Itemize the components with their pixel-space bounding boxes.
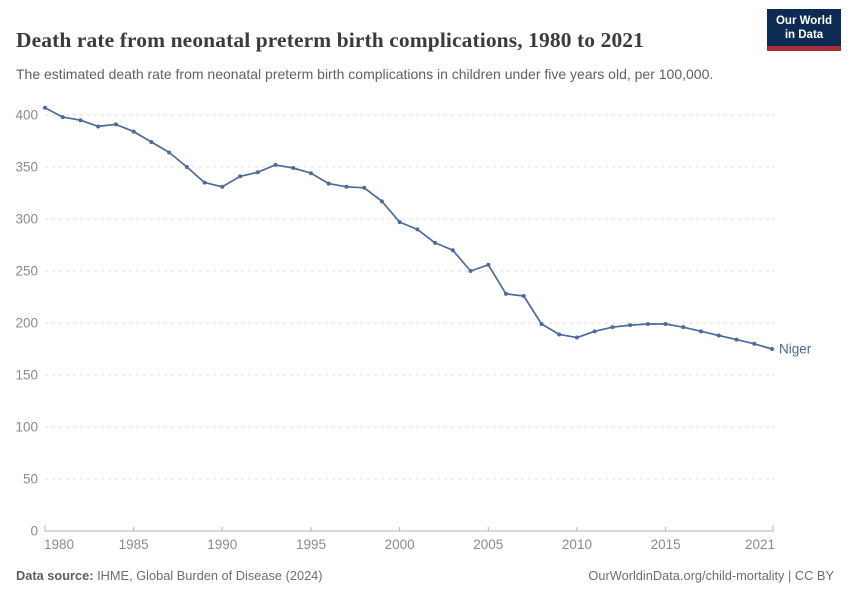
data-point[interactable] xyxy=(557,332,562,337)
data-point[interactable] xyxy=(362,185,367,190)
data-point[interactable] xyxy=(220,184,225,189)
data-point[interactable] xyxy=(96,124,101,129)
owid-logo[interactable]: Our World in Data xyxy=(767,9,841,51)
data-point[interactable] xyxy=(149,140,154,145)
data-point[interactable] xyxy=(113,122,118,127)
data-source-label: Data source: xyxy=(16,568,94,583)
owid-logo-line1: Our World xyxy=(775,15,832,27)
y-tick-label: 100 xyxy=(15,420,38,435)
data-point[interactable] xyxy=(308,171,313,176)
data-point[interactable] xyxy=(433,240,438,245)
data-point[interactable] xyxy=(610,325,615,330)
data-point[interactable] xyxy=(504,291,509,296)
data-point[interactable] xyxy=(450,248,455,253)
data-point[interactable] xyxy=(167,150,172,155)
chart-subtitle: The estimated death rate from neonatal p… xyxy=(16,66,714,82)
data-line-niger[interactable] xyxy=(44,106,773,350)
data-point[interactable] xyxy=(574,335,579,340)
y-tick-label: 50 xyxy=(23,472,38,487)
x-tick-label: 1995 xyxy=(296,537,326,552)
data-point[interactable] xyxy=(628,323,633,328)
data-point[interactable] xyxy=(770,347,774,351)
x-tick-label: 2005 xyxy=(473,537,503,552)
data-point[interactable] xyxy=(238,174,243,179)
data-point[interactable] xyxy=(752,341,757,346)
data-point[interactable] xyxy=(273,162,278,167)
data-point[interactable] xyxy=(486,262,491,267)
page-title: Death rate from neonatal preterm birth c… xyxy=(16,28,645,53)
data-point[interactable] xyxy=(131,129,136,134)
data-point[interactable] xyxy=(379,199,384,204)
data-point[interactable] xyxy=(291,166,296,171)
data-point[interactable] xyxy=(663,322,668,327)
data-point[interactable] xyxy=(681,325,686,330)
credit-link[interactable]: OurWorldinData.org/child-mortality | CC … xyxy=(588,568,834,583)
data-point[interactable] xyxy=(521,293,526,298)
data-point[interactable] xyxy=(255,170,260,175)
y-tick-label: 300 xyxy=(15,212,38,227)
data-point[interactable] xyxy=(734,337,739,342)
x-tick-label: 1980 xyxy=(44,537,74,552)
data-point[interactable] xyxy=(699,329,704,334)
data-point[interactable] xyxy=(202,180,207,185)
data-point[interactable] xyxy=(468,269,473,273)
data-point[interactable] xyxy=(78,118,83,123)
x-tick-label: 1985 xyxy=(119,537,149,552)
data-point[interactable] xyxy=(43,105,47,110)
entity-end-label[interactable]: Niger xyxy=(779,342,812,357)
y-tick-label: 0 xyxy=(30,524,38,539)
y-tick-label: 150 xyxy=(15,368,38,383)
data-point[interactable] xyxy=(344,184,349,189)
y-tick-label: 350 xyxy=(15,160,38,175)
data-point[interactable] xyxy=(397,220,402,225)
y-tick-label: 400 xyxy=(15,108,38,123)
data-point[interactable] xyxy=(60,115,65,120)
x-tick-label: 2015 xyxy=(651,537,681,552)
data-point[interactable] xyxy=(645,322,650,327)
data-point[interactable] xyxy=(326,181,331,186)
x-tick-label: 2021 xyxy=(745,537,775,552)
owid-logo-line2: in Data xyxy=(784,29,824,41)
y-tick-label: 250 xyxy=(15,264,38,279)
data-point[interactable] xyxy=(716,333,721,338)
x-tick-label: 2000 xyxy=(385,537,415,552)
data-point[interactable] xyxy=(184,165,189,169)
data-point[interactable] xyxy=(415,227,420,232)
x-tick-label: 1990 xyxy=(207,537,237,552)
data-point[interactable] xyxy=(592,329,597,334)
y-tick-label: 200 xyxy=(15,316,38,331)
data-source: Data source: IHME, Global Burden of Dise… xyxy=(16,568,323,583)
x-tick-label: 2010 xyxy=(562,537,592,552)
chart-footer: Data source: IHME, Global Burden of Dise… xyxy=(16,568,834,583)
data-source-text: IHME, Global Burden of Disease (2024) xyxy=(93,568,323,583)
data-point[interactable] xyxy=(539,322,544,327)
